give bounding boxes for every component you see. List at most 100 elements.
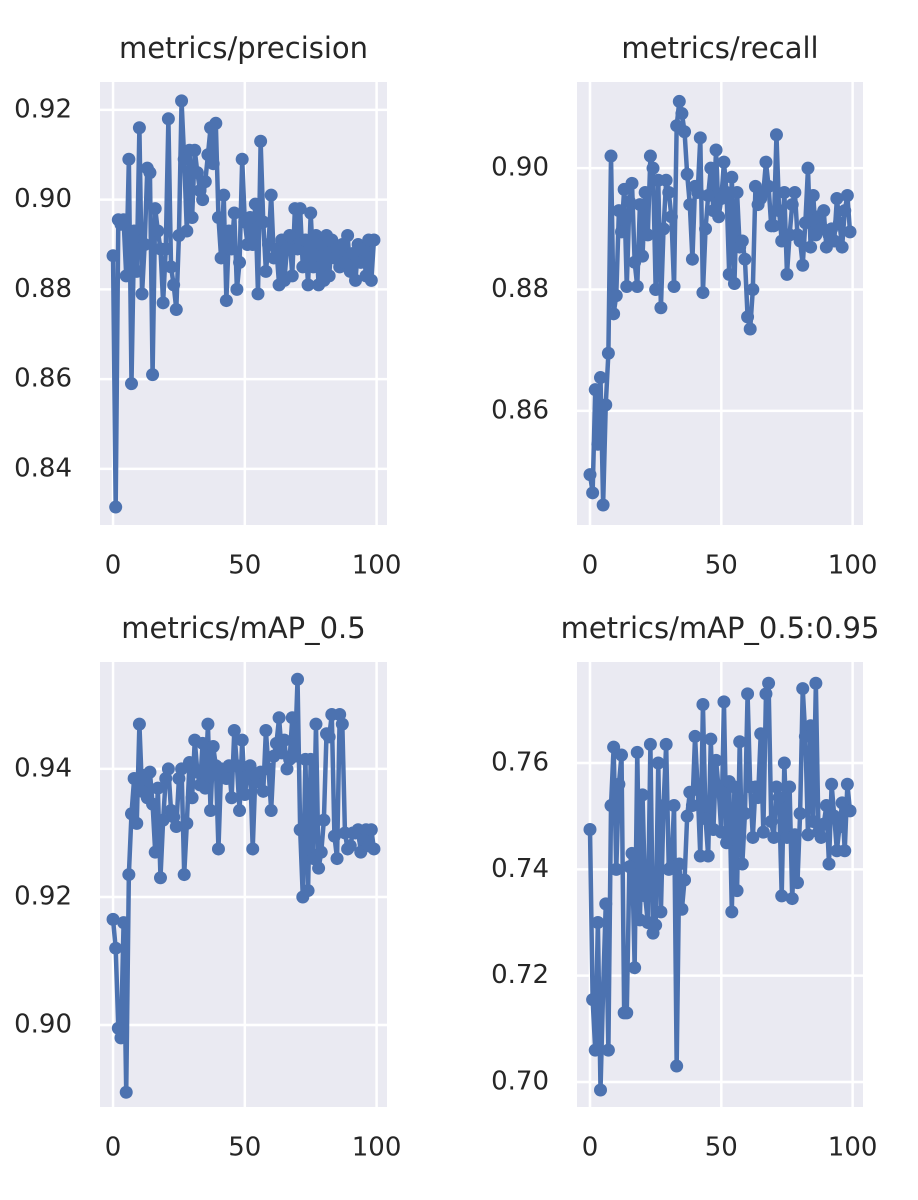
point <box>688 729 702 743</box>
point <box>767 830 781 844</box>
point <box>712 783 726 797</box>
y-tick-label: 0.88 <box>14 274 72 304</box>
point <box>775 889 789 903</box>
point <box>188 143 202 157</box>
point <box>649 918 663 932</box>
point <box>796 682 810 696</box>
point <box>817 204 831 218</box>
point <box>604 149 618 163</box>
point <box>754 727 768 741</box>
point <box>196 193 210 207</box>
point <box>124 807 138 821</box>
point <box>654 905 668 919</box>
point <box>607 740 621 754</box>
point <box>117 213 131 227</box>
point <box>727 276 741 290</box>
point <box>793 807 807 821</box>
x-tick-label: 100 <box>352 551 402 581</box>
point <box>772 204 786 218</box>
point <box>678 125 692 139</box>
point <box>180 816 194 830</box>
point <box>672 94 686 108</box>
point <box>225 242 239 256</box>
point <box>364 823 378 837</box>
point <box>709 753 723 767</box>
point <box>714 825 728 839</box>
point <box>248 197 262 211</box>
point <box>364 273 378 287</box>
point <box>132 717 146 731</box>
point <box>630 745 644 759</box>
point <box>804 719 818 733</box>
point <box>291 242 305 256</box>
line <box>587 99 853 508</box>
line <box>110 677 377 1095</box>
point <box>185 211 199 225</box>
point <box>699 812 713 826</box>
point <box>804 240 818 254</box>
point <box>667 799 681 813</box>
point <box>762 676 776 690</box>
y-tick-label: 0.92 <box>14 94 72 124</box>
point <box>201 717 215 731</box>
point <box>636 249 650 263</box>
point <box>161 762 175 776</box>
point <box>696 698 710 712</box>
point <box>135 287 149 301</box>
point <box>609 289 623 303</box>
point <box>217 188 231 202</box>
point <box>712 210 726 224</box>
point <box>620 1006 634 1020</box>
point <box>106 912 120 926</box>
point <box>780 267 794 281</box>
y-tick-label: 0.86 <box>14 364 72 394</box>
point <box>825 777 839 791</box>
point <box>304 752 318 766</box>
point <box>832 216 846 230</box>
point <box>798 729 812 743</box>
point <box>130 264 144 278</box>
point <box>153 871 167 885</box>
point <box>641 228 655 242</box>
point <box>127 224 141 238</box>
point <box>819 799 833 813</box>
point <box>238 788 252 802</box>
point <box>764 814 778 828</box>
point <box>122 868 136 882</box>
point <box>717 155 731 169</box>
point <box>596 982 610 996</box>
point <box>169 303 183 317</box>
point <box>759 687 773 701</box>
point <box>109 941 123 955</box>
point <box>262 762 276 776</box>
point <box>678 873 692 887</box>
point <box>657 222 671 236</box>
point <box>609 862 623 876</box>
point <box>638 889 652 903</box>
point <box>156 813 170 827</box>
point <box>720 836 734 850</box>
point <box>735 857 749 871</box>
point <box>246 842 260 856</box>
point <box>277 733 291 747</box>
point <box>317 813 331 827</box>
point <box>196 736 210 750</box>
point <box>756 825 770 839</box>
point <box>122 152 136 166</box>
y-tick-label: 0.90 <box>14 184 72 214</box>
point <box>830 192 844 206</box>
point <box>156 296 170 310</box>
point <box>127 772 141 786</box>
point <box>696 286 710 300</box>
point <box>119 1085 133 1099</box>
point <box>225 791 239 805</box>
point <box>233 255 247 269</box>
point <box>788 828 802 842</box>
point <box>164 260 178 274</box>
point <box>741 687 755 701</box>
y-tick-label: 0.94 <box>14 753 72 783</box>
point <box>343 839 357 853</box>
point <box>798 216 812 230</box>
point <box>601 346 615 360</box>
point <box>283 229 297 243</box>
